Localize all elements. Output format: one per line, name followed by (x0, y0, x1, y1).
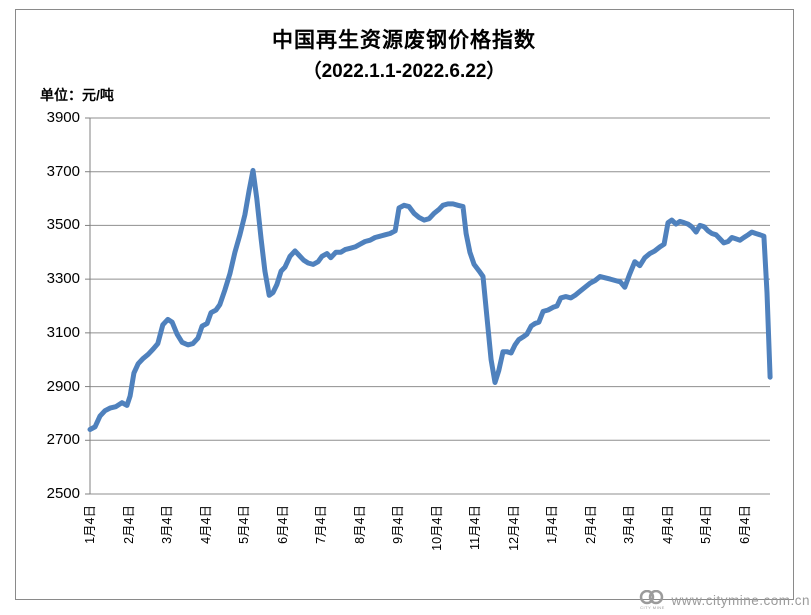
y-axis-tick-label: 3100 (46, 323, 80, 341)
x-axis-tick-label: 3月4日 (622, 505, 637, 544)
x-axis-tick-label: 6月4日 (738, 505, 752, 544)
x-axis-tick-label: 11月4日 (468, 505, 483, 550)
y-axis-tick-label: 3700 (46, 162, 80, 180)
x-axis-tick-label: 5月4日 (699, 505, 714, 544)
x-axis-tick-label: 4月4日 (660, 505, 675, 544)
citymine-logo-caption: CITY MINE (640, 605, 665, 610)
y-axis-tick-label: 3300 (46, 270, 80, 288)
chart-subtitle: （2022.1.1-2022.6.22） (302, 61, 506, 82)
x-axis-tick-label: 5月4日 (237, 505, 252, 544)
x-axis-tick-label: 1月4日 (545, 505, 560, 544)
y-axis-tick-label: 2500 (46, 485, 80, 502)
x-axis-tick-label: 9月4日 (391, 505, 406, 544)
chart-title: 中国再生资源废钢价格指数 (272, 29, 536, 52)
watermark-url-text: www.citymine.com.cn (671, 592, 810, 608)
y-axis-tick-label: 2700 (46, 431, 80, 449)
x-axis-tick-label: 1月4日 (83, 505, 97, 544)
x-axis-tick-label: 7月4日 (314, 505, 329, 544)
price-index-line-series (87, 167, 773, 432)
y-axis-unit-label: 单位：元/吨 (40, 87, 114, 103)
x-axis-tick-label: 12月4日 (506, 505, 521, 551)
citymine-logo-icon: CITY MINE (639, 590, 665, 610)
watermark: CITY MINE www.citymine.com.cn (639, 590, 810, 610)
y-axis-tick-label: 3500 (46, 216, 80, 234)
y-axis-tick-label: 2900 (46, 377, 80, 395)
y-axis-tick-label: 3900 (46, 109, 80, 126)
x-axis-tick-label: 4月4日 (198, 505, 213, 544)
chart-frame (15, 9, 794, 600)
x-axis-tick-label: 3月4日 (160, 505, 175, 544)
gridlines (85, 117, 770, 495)
x-axis-tick-label: 2月4日 (121, 505, 136, 544)
x-axis-tick-label: 2月4日 (583, 505, 598, 544)
x-axis-tick-label: 6月4日 (275, 505, 290, 544)
x-axis-tick-label: 10月4日 (429, 505, 444, 551)
x-axis-tick-label: 8月4日 (352, 505, 367, 544)
